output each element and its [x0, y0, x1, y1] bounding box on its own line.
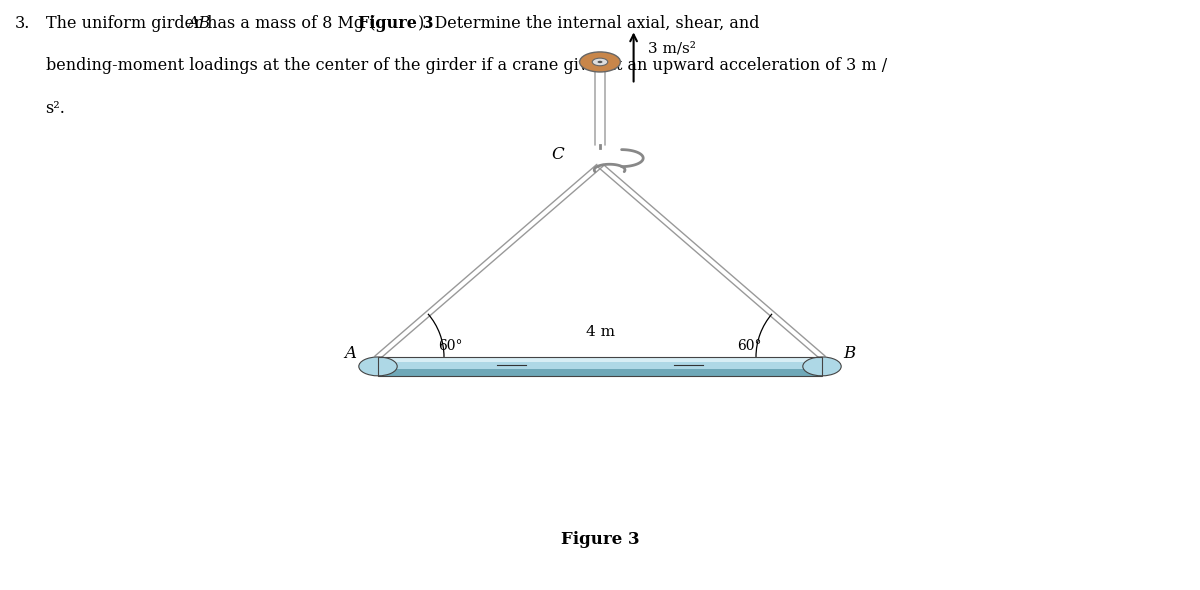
Text: bending-moment loadings at the center of the girder if a crane gives it an upwar: bending-moment loadings at the center of…: [46, 57, 887, 74]
Text: 4 m: 4 m: [586, 325, 614, 339]
Circle shape: [803, 357, 841, 376]
Bar: [378, 360, 822, 369]
Text: has a mass of 8 Mg (: has a mass of 8 Mg (: [202, 15, 376, 32]
Text: A: A: [344, 346, 356, 362]
Text: 60°: 60°: [438, 339, 462, 353]
Text: 3 m/s²: 3 m/s²: [648, 42, 696, 55]
Text: ). Determine the internal axial, shear, and: ). Determine the internal axial, shear, …: [418, 15, 760, 32]
Text: s².: s².: [46, 100, 66, 117]
Circle shape: [359, 357, 397, 376]
Circle shape: [598, 61, 602, 63]
Text: Figure 3: Figure 3: [358, 15, 433, 32]
Bar: [378, 357, 822, 362]
Bar: [378, 369, 822, 376]
Text: B: B: [844, 346, 856, 362]
Bar: [378, 357, 822, 376]
Text: 3.: 3.: [14, 15, 30, 32]
Text: AB: AB: [187, 15, 210, 32]
Text: The uniform girder: The uniform girder: [46, 15, 206, 32]
Text: C: C: [551, 146, 564, 163]
Circle shape: [593, 58, 607, 65]
Text: 60°: 60°: [738, 339, 762, 353]
Circle shape: [580, 52, 620, 72]
Text: Figure 3: Figure 3: [560, 532, 640, 548]
